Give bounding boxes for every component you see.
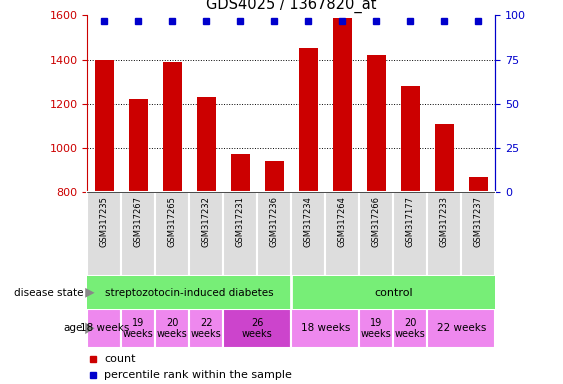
Bar	[95, 60, 114, 192]
Bar	[325, 192, 359, 276]
Text: 20
weeks: 20 weeks	[157, 318, 187, 339]
Bar	[224, 192, 257, 276]
Bar	[224, 309, 292, 348]
Bar	[359, 309, 394, 348]
Text: count: count	[104, 354, 136, 364]
Bar	[87, 192, 121, 276]
Text: 22 weeks: 22 weeks	[437, 323, 486, 333]
Text: GSM317265: GSM317265	[168, 196, 177, 247]
Bar	[155, 309, 189, 348]
Bar	[292, 309, 359, 348]
Bar	[121, 192, 155, 276]
Text: GSM317236: GSM317236	[270, 196, 279, 247]
Text: 20
weeks: 20 weeks	[395, 318, 426, 339]
Text: 26
weeks: 26 weeks	[242, 318, 272, 339]
Text: GSM317231: GSM317231	[236, 196, 245, 247]
Bar	[435, 124, 454, 192]
Bar	[155, 192, 189, 276]
Text: GSM317234: GSM317234	[304, 196, 313, 247]
Text: percentile rank within the sample: percentile rank within the sample	[104, 370, 292, 380]
Bar	[265, 161, 284, 192]
Text: GSM317233: GSM317233	[440, 196, 449, 247]
Text: 19
weeks: 19 weeks	[361, 318, 392, 339]
Text: 22
weeks: 22 weeks	[191, 318, 222, 339]
Text: GSM317232: GSM317232	[202, 196, 211, 247]
Bar	[163, 62, 182, 192]
Text: control: control	[374, 288, 413, 298]
Title: GDS4025 / 1367820_at: GDS4025 / 1367820_at	[206, 0, 377, 13]
Bar	[427, 309, 495, 348]
Text: GSM317235: GSM317235	[100, 196, 109, 247]
Text: 18 weeks: 18 weeks	[301, 323, 350, 333]
Polygon shape	[85, 323, 95, 334]
Text: GSM317266: GSM317266	[372, 196, 381, 247]
Bar	[292, 192, 325, 276]
Polygon shape	[85, 288, 95, 298]
Text: GSM317267: GSM317267	[134, 196, 143, 247]
Bar	[333, 18, 352, 192]
Text: age: age	[64, 323, 83, 333]
Text: streptozotocin-induced diabetes: streptozotocin-induced diabetes	[105, 288, 274, 298]
Bar	[359, 192, 394, 276]
Bar	[394, 192, 427, 276]
Text: 19
weeks: 19 weeks	[123, 318, 154, 339]
Text: GSM317177: GSM317177	[406, 196, 415, 247]
Bar	[257, 192, 292, 276]
Bar	[87, 309, 121, 348]
Bar	[469, 177, 488, 192]
Bar	[299, 48, 318, 192]
Bar	[462, 192, 495, 276]
Bar	[231, 154, 249, 192]
Bar	[189, 192, 224, 276]
Text: GSM317264: GSM317264	[338, 196, 347, 247]
Bar	[121, 309, 155, 348]
Text: disease state: disease state	[14, 288, 83, 298]
Bar	[189, 309, 224, 348]
Bar	[427, 192, 462, 276]
Text: 18 weeks: 18 weeks	[79, 323, 129, 333]
Text: GSM317237: GSM317237	[474, 196, 483, 247]
Bar	[197, 97, 216, 192]
Bar	[401, 86, 420, 192]
Bar	[367, 55, 386, 192]
Bar	[394, 309, 427, 348]
Bar	[129, 99, 148, 192]
